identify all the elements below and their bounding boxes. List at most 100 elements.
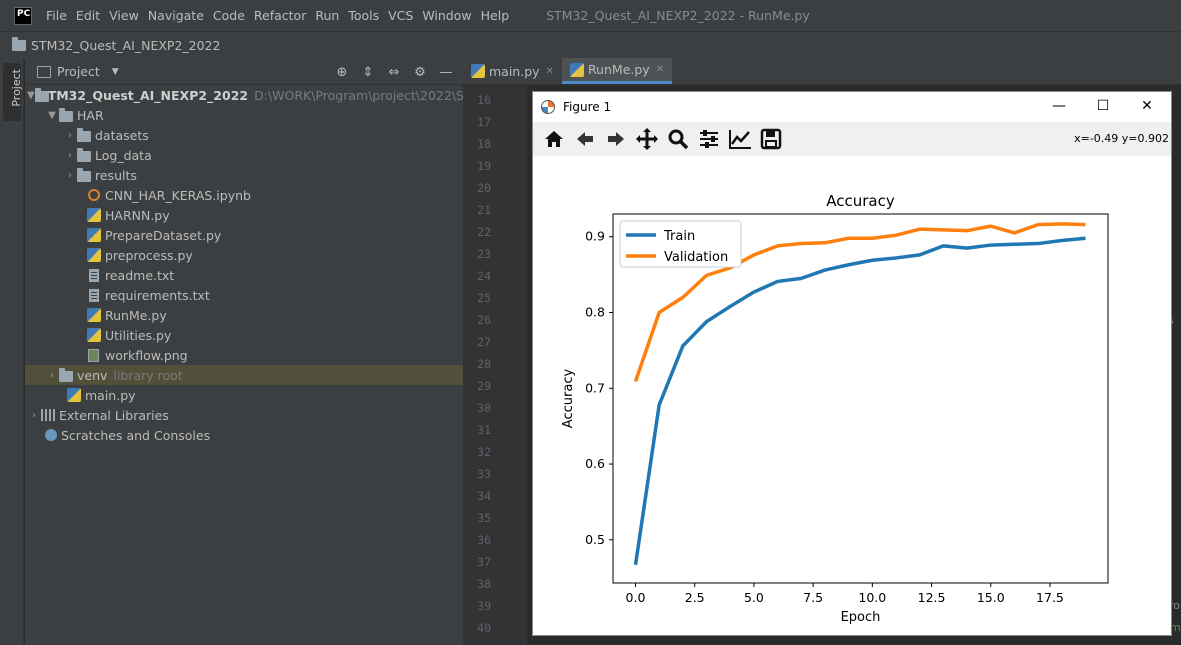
plot-canvas[interactable]: Accuracy 0.0 2.5 5.0 7.5 10.0 12.5 15.0 17.5 0.5 0… <box>533 156 1173 637</box>
tree-item-datasets[interactable]: › datasets <box>25 125 463 145</box>
tree-item-utilities[interactable]: Utilities.py <box>25 325 463 345</box>
tree-item-har[interactable]: ▼ HAR <box>25 105 463 125</box>
tree-item-label: requirements.txt <box>105 287 210 303</box>
home-icon[interactable] <box>541 126 567 152</box>
tree-item-runme[interactable]: RunMe.py <box>25 305 463 325</box>
x-tick-label: 5.0 <box>744 590 764 605</box>
matplotlib-figure-window: Figure 1 — ☐ ✕ x=-0.49 y=0.902 A <box>532 91 1172 636</box>
x-tick-label: 10.0 <box>858 590 886 605</box>
line-number: 16 <box>477 93 491 107</box>
tree-item-log-data[interactable]: › Log_data <box>25 145 463 165</box>
chevron-down-icon[interactable]: ▼ <box>111 66 119 77</box>
chevron-right-icon[interactable]: › <box>68 169 72 181</box>
close-icon[interactable]: ✕ <box>545 65 554 77</box>
chevron-right-icon[interactable]: › <box>68 129 72 141</box>
accuracy-chart: Accuracy 0.0 2.5 5.0 7.5 10.0 12.5 15.0 17.5 0.5 0… <box>561 192 1109 625</box>
chevron-down-icon[interactable]: ▼ <box>48 109 56 121</box>
tree-item-label: workflow.png <box>105 347 188 363</box>
folder-icon <box>59 368 73 382</box>
tree-item-results[interactable]: › results <box>25 165 463 185</box>
line-number: 39 <box>477 599 491 613</box>
tree-item-label: preprocess.py <box>105 247 193 263</box>
y-tick-label: 0.5 <box>585 532 605 547</box>
tree-item-label: venv <box>77 367 108 383</box>
menu-code[interactable]: Code <box>212 8 245 23</box>
menu-tools[interactable]: Tools <box>348 8 380 23</box>
tree-item-workflow[interactable]: workflow.png <box>25 345 463 365</box>
menu-file[interactable]: File <box>46 8 67 23</box>
line-number: 30 <box>477 401 491 415</box>
forward-icon[interactable] <box>603 126 629 152</box>
line-number: 27 <box>477 335 491 349</box>
cursor-coordinates: x=-0.49 y=0.902 <box>1074 132 1169 145</box>
tree-item-readme[interactable]: readme.txt <box>25 265 463 285</box>
maximize-window-icon[interactable]: ☐ <box>1096 98 1110 114</box>
x-tick-label: 12.5 <box>918 590 946 605</box>
tab-runme-py[interactable]: RunMe.py ✕ <box>561 58 673 84</box>
folder-icon <box>59 108 73 122</box>
line-number: 33 <box>477 467 491 481</box>
project-tool-tab[interactable]: Project <box>3 63 23 121</box>
chevron-down-icon[interactable]: ▼ <box>27 89 35 101</box>
gear-icon[interactable]: ⚙ <box>414 64 426 80</box>
line-number: 26 <box>477 313 491 327</box>
close-icon[interactable]: ✕ <box>655 64 665 75</box>
line-number: 36 <box>477 533 491 547</box>
line-number: 34 <box>477 489 491 503</box>
minimize-icon[interactable]: — <box>439 64 453 80</box>
menu-vcs[interactable]: VCS <box>388 8 414 23</box>
python-file-icon <box>87 228 101 242</box>
locate-icon[interactable]: ⊕ <box>336 64 348 80</box>
collapse-all-icon[interactable]: ⇔ <box>388 64 400 80</box>
save-icon[interactable] <box>758 126 784 152</box>
chevron-right-icon[interactable]: › <box>50 369 54 381</box>
close-window-icon[interactable]: ✕ <box>1141 98 1153 114</box>
line-number: 29 <box>477 379 491 393</box>
python-file-icon <box>87 248 101 262</box>
edit-axis-icon[interactable] <box>727 126 753 152</box>
tree-item-requirements[interactable]: requirements.txt <box>25 285 463 305</box>
jupyter-notebook-icon <box>88 189 100 201</box>
tree-item-scratches[interactable]: Scratches and Consoles <box>25 425 463 445</box>
figure-toolbar: x=-0.49 y=0.902 <box>533 122 1171 156</box>
subplots-icon[interactable] <box>696 126 722 152</box>
python-file-icon <box>471 64 485 78</box>
chart-title: Accuracy <box>826 192 895 210</box>
tree-item-notebook[interactable]: CNN_HAR_KERAS.ipynb <box>25 185 463 205</box>
menu-edit[interactable]: Edit <box>75 8 101 23</box>
menu-view[interactable]: View <box>109 8 139 23</box>
line-number: 17 <box>477 115 491 129</box>
line-number: 37 <box>477 555 491 569</box>
chevron-right-icon[interactable]: › <box>32 409 36 421</box>
y-tick-label: 0.6 <box>585 456 605 471</box>
tree-item-label: STM32_Quest_AI_NEXP2_2022 <box>38 87 249 103</box>
chevron-right-icon[interactable]: › <box>68 149 72 161</box>
zoom-icon[interactable] <box>665 126 691 152</box>
tree-item-root[interactable]: ▼ STM32_Quest_AI_NEXP2_2022 D:\WORK\Prog… <box>25 85 482 105</box>
project-view-title[interactable]: Project <box>57 64 100 79</box>
pan-icon[interactable] <box>634 126 660 152</box>
menu-help[interactable]: Help <box>480 8 510 23</box>
tree-item-main[interactable]: main.py <box>25 385 463 405</box>
menu-run[interactable]: Run <box>315 8 340 23</box>
left-tool-strip: Project <box>0 59 24 645</box>
menu-window[interactable]: Window <box>422 8 472 23</box>
tree-item-preparedataset[interactable]: PrepareDataset.py <box>25 225 463 245</box>
tab-main-py[interactable]: main.py ✕ <box>463 58 562 84</box>
tree-item-label: Log_data <box>95 147 152 163</box>
tree-item-preprocess[interactable]: preprocess.py <box>25 245 463 265</box>
tab-label: main.py <box>489 63 540 79</box>
minimize-window-icon[interactable]: — <box>1052 98 1066 114</box>
menu-navigate[interactable]: Navigate <box>147 8 204 23</box>
back-icon[interactable] <box>572 126 598 152</box>
y-tick-label: 0.7 <box>585 380 605 395</box>
breadcrumb-project[interactable]: STM32_Quest_AI_NEXP2_2022 <box>31 38 221 53</box>
tree-item-harnn[interactable]: HARNN.py <box>25 205 463 225</box>
tree-item-venv[interactable]: › venv library root <box>25 365 463 385</box>
line-number: 20 <box>477 181 491 195</box>
y-tick-label: 0.8 <box>585 305 605 320</box>
tree-item-external-libraries[interactable]: › External Libraries <box>25 405 463 425</box>
expand-all-icon[interactable]: ⇕ <box>362 64 374 80</box>
menu-refactor[interactable]: Refactor <box>253 8 307 23</box>
line-number: 25 <box>477 291 491 305</box>
